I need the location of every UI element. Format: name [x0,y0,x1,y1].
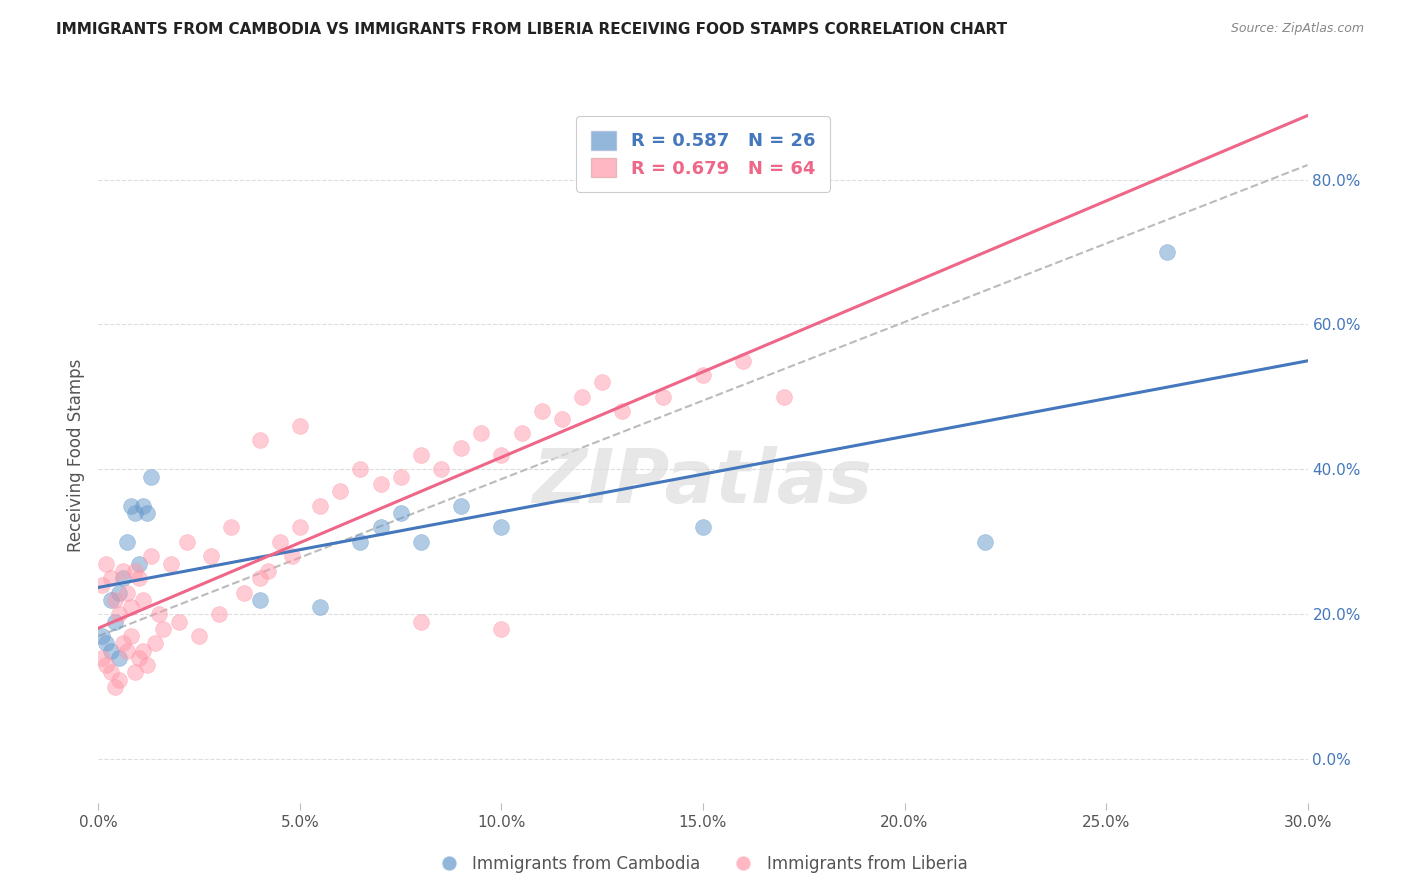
Point [329,484,352,499]
Point [160,557,183,571]
Point [139,549,162,564]
Point [349,534,371,549]
Point [124,564,146,578]
Y-axis label: Receiving Food Stamps: Receiving Food Stamps [66,359,84,551]
Point [200,549,222,564]
Point [96,636,118,650]
Point [409,448,432,462]
Point [409,534,432,549]
Point [269,534,291,549]
Text: IMMIGRANTS FROM CAMBODIA VS IMMIGRANTS FROM LIBERIA RECEIVING FOOD STAMPS CORREL: IMMIGRANTS FROM CAMBODIA VS IMMIGRANTS F… [56,22,1007,37]
Point [256,564,278,578]
Text: ZIPatlas: ZIPatlas [533,446,873,519]
Point [281,549,304,564]
Point [128,651,150,665]
Point [115,643,138,657]
Point [139,469,162,483]
Point [152,622,174,636]
Point [370,520,392,534]
Point [167,615,190,629]
Point [510,426,533,441]
Point [103,615,125,629]
Point [491,520,513,534]
Point [128,571,150,585]
Point [208,607,231,622]
Point [470,426,492,441]
Point [111,571,134,585]
Point [409,615,432,629]
Point [974,534,997,549]
Point [132,592,155,607]
Point [103,680,125,694]
Point [249,571,271,585]
Point [96,658,118,673]
Point [91,578,114,592]
Point [100,665,122,680]
Point [107,651,129,665]
Point [111,564,134,578]
Point [120,499,142,513]
Point [551,411,574,425]
Point [107,585,129,599]
Point [91,651,114,665]
Point [288,419,311,434]
Point [103,592,125,607]
Point [772,390,794,404]
Point [143,636,166,650]
Point [115,534,138,549]
Point [100,643,122,657]
Point [491,622,513,636]
Point [128,557,150,571]
Point [530,404,553,418]
Point [309,600,332,615]
Point [389,469,412,483]
Point [124,665,146,680]
Point [135,506,157,520]
Point [120,629,142,643]
Point [135,658,157,673]
Point [91,629,114,643]
Point [430,462,453,476]
Point [1156,244,1178,259]
Point [115,585,138,599]
Point [111,636,134,650]
Text: Source: ZipAtlas.com: Source: ZipAtlas.com [1230,22,1364,36]
Point [148,607,170,622]
Point [733,353,755,368]
Legend: R = 0.587   N = 26, R = 0.679   N = 64: R = 0.587 N = 26, R = 0.679 N = 64 [576,116,830,192]
Legend: Immigrants from Cambodia, Immigrants from Liberia: Immigrants from Cambodia, Immigrants fro… [432,848,974,880]
Point [692,368,714,383]
Point [450,441,472,455]
Point [221,520,243,534]
Point [132,499,155,513]
Point [349,462,371,476]
Point [96,557,118,571]
Point [176,534,198,549]
Point [309,499,332,513]
Point [124,506,146,520]
Point [107,673,129,687]
Point [232,585,254,599]
Point [249,592,271,607]
Point [651,390,673,404]
Point [450,499,472,513]
Point [249,434,271,448]
Point [120,600,142,615]
Point [571,390,593,404]
Point [389,506,412,520]
Point [100,571,122,585]
Point [692,520,714,534]
Point [370,476,392,491]
Point [288,520,311,534]
Point [107,607,129,622]
Point [491,448,513,462]
Point [612,404,634,418]
Point [132,643,155,657]
Point [100,592,122,607]
Point [591,376,613,390]
Point [188,629,211,643]
